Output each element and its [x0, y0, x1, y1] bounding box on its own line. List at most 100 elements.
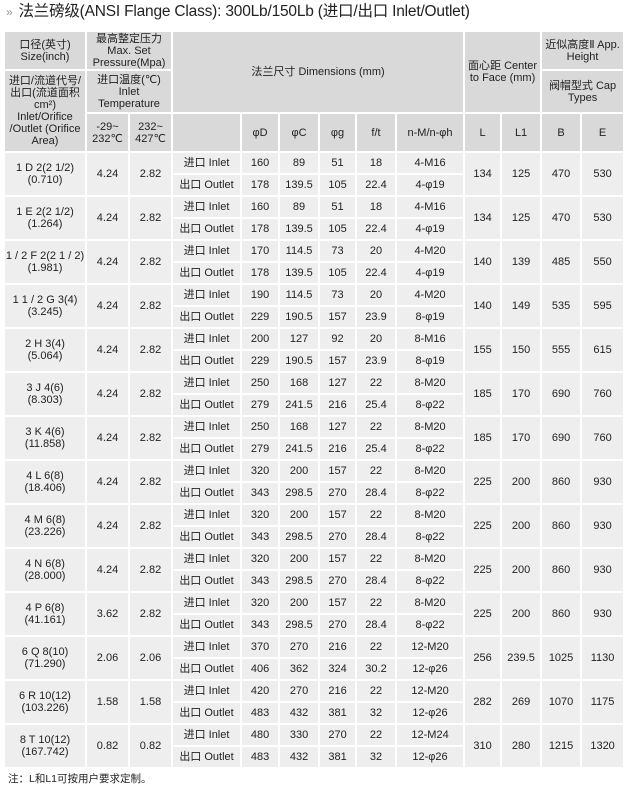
header-app-height: 近似高度Ⅱ App. Height — [542, 32, 624, 69]
inlet-dim: 22 — [357, 461, 396, 481]
outlet-dim: 432 — [280, 747, 319, 767]
dim-e: 530 — [582, 197, 624, 239]
outlet-dim: 270 — [320, 527, 356, 547]
orifice-area: (167.742) — [21, 746, 69, 758]
inlet-dim: 200 — [242, 329, 279, 349]
header-col: f/t — [357, 114, 396, 151]
outlet-dim: 30.2 — [357, 659, 396, 679]
size-cell: 4 M 6(8) (23.226) — [5, 505, 85, 547]
dim-e: 1175 — [582, 681, 624, 723]
dim-e: 930 — [582, 549, 624, 591]
dim-l1: 170 — [502, 417, 541, 459]
dim-l: 225 — [465, 549, 501, 591]
inlet-dim: 8-M20 — [397, 549, 464, 569]
dim-l: 310 — [465, 725, 501, 767]
pressure-high: 0.82 — [130, 725, 172, 767]
outlet-label: 出口 Outlet — [173, 307, 241, 327]
dim-l1: 200 — [502, 549, 541, 591]
table-row: 出口 Outlet 229 190.5 157 23.9 8-φ19 — [5, 307, 623, 327]
inlet-dim: 89 — [280, 197, 319, 217]
dim-l1: 125 — [502, 153, 541, 195]
outlet-dim: 12-φ26 — [397, 703, 464, 723]
inlet-dim: 250 — [242, 373, 279, 393]
inlet-dim: 4-M20 — [397, 241, 464, 261]
outlet-dim: 12-φ26 — [397, 747, 464, 767]
dim-l1: 200 — [502, 593, 541, 635]
dim-l: 225 — [465, 505, 501, 547]
inlet-dim: 8-M20 — [397, 461, 464, 481]
inlet-dim: 216 — [320, 637, 356, 657]
inlet-label: 进口 Inlet — [173, 549, 241, 569]
header-col: L1 — [502, 114, 541, 151]
size-code: 4 M 6(8) — [24, 514, 66, 526]
outlet-label: 出口 Outlet — [173, 659, 241, 679]
outlet-dim: 343 — [242, 527, 279, 547]
inlet-dim: 420 — [242, 681, 279, 701]
orifice-area: (28.000) — [24, 570, 66, 582]
dim-b: 860 — [542, 593, 581, 635]
outlet-dim: 105 — [320, 219, 356, 239]
dim-l: 225 — [465, 461, 501, 503]
outlet-label: 出口 Outlet — [173, 175, 241, 195]
outlet-dim: 298.5 — [280, 615, 319, 635]
dim-b: 470 — [542, 153, 581, 195]
inlet-dim: 8-M20 — [397, 505, 464, 525]
header-col: n-M/n-φh — [397, 114, 464, 151]
header-blank — [173, 114, 241, 151]
outlet-dim: 343 — [242, 571, 279, 591]
inlet-dim: 157 — [320, 549, 356, 569]
outlet-dim: 229 — [242, 307, 279, 327]
table-row: 4 P 6(8) (41.161) 3.62 2.82 进口 Inlet 320 200 15… — [5, 593, 624, 635]
inlet-dim: 114.5 — [280, 285, 319, 305]
size-code: 4 P 6(8) — [25, 602, 65, 614]
outlet-dim: 8-φ22 — [397, 571, 464, 591]
inlet-dim: 270 — [280, 681, 319, 701]
table-row: 2 H 3(4) (5.064) 4.24 2.82 进口 Inlet 200 127 92 2… — [5, 329, 624, 371]
inlet-dim: 480 — [242, 725, 279, 745]
inlet-dim: 92 — [320, 329, 356, 349]
outlet-dim: 241.5 — [280, 439, 319, 459]
outlet-label: 出口 Outlet — [173, 615, 241, 635]
outlet-dim: 139.5 — [280, 219, 319, 239]
dim-l1: 269 — [502, 681, 541, 723]
table-row: 出口 Outlet 178 139.5 105 22.4 4-φ19 — [5, 175, 623, 195]
size-cell: 4 P 6(8) (41.161) — [5, 593, 85, 635]
pressure-high: 2.82 — [130, 461, 172, 503]
header-col: φD — [242, 114, 279, 151]
outlet-dim: 139.5 — [280, 175, 319, 195]
outlet-dim: 483 — [242, 703, 279, 723]
header-col: E — [582, 114, 624, 151]
outlet-dim: 279 — [242, 439, 279, 459]
outlet-label: 出口 Outlet — [173, 263, 241, 283]
dim-l: 185 — [465, 417, 501, 459]
dim-b: 860 — [542, 461, 581, 503]
pressure-high: 2.82 — [130, 285, 172, 327]
outlet-dim: 25.4 — [357, 395, 396, 415]
table-row: 出口 Outlet 343 298.5 270 28.4 8-φ22 — [5, 615, 623, 635]
outlet-dim: 362 — [280, 659, 319, 679]
chevron-right-icon: » — [6, 5, 13, 19]
inlet-dim: 320 — [242, 461, 279, 481]
table-row: 1 E 2(2 1/2) (1.264) 4.24 2.82 进口 Inlet 160 89… — [5, 197, 624, 239]
dim-b: 470 — [542, 197, 581, 239]
header-pressure: 最高整定压力 Max. Set Pressure(Mpa) — [87, 32, 172, 69]
dim-b: 555 — [542, 329, 581, 371]
title-text: 法兰磅级(ANSI Flange Class): 300Lb/150Lb (进口… — [18, 3, 470, 20]
outlet-dim: 178 — [242, 175, 279, 195]
outlet-label: 出口 Outlet — [173, 351, 241, 371]
size-cell: 2 H 3(4) (5.064) — [5, 329, 85, 371]
outlet-dim: 178 — [242, 263, 279, 283]
outlet-dim: 279 — [242, 395, 279, 415]
outlet-dim: 381 — [320, 747, 356, 767]
size-cell: 3 J 4(6) (8.303) — [5, 373, 85, 415]
inlet-label: 进口 Inlet — [173, 505, 241, 525]
dim-e: 760 — [582, 417, 624, 459]
pressure-low: 4.24 — [87, 197, 128, 239]
outlet-label: 出口 Outlet — [173, 747, 241, 767]
inlet-dim: 22 — [357, 681, 396, 701]
outlet-dim: 343 — [242, 483, 279, 503]
table-row: 1 D 2(2 1/2) (0.710) 4.24 2.82 进口 Inlet 160 89… — [5, 153, 624, 195]
dim-b: 485 — [542, 241, 581, 283]
inlet-dim: 190 — [242, 285, 279, 305]
size-cell: 1 / 2 F 2(2 1 / 2) (1.981) — [5, 241, 85, 283]
